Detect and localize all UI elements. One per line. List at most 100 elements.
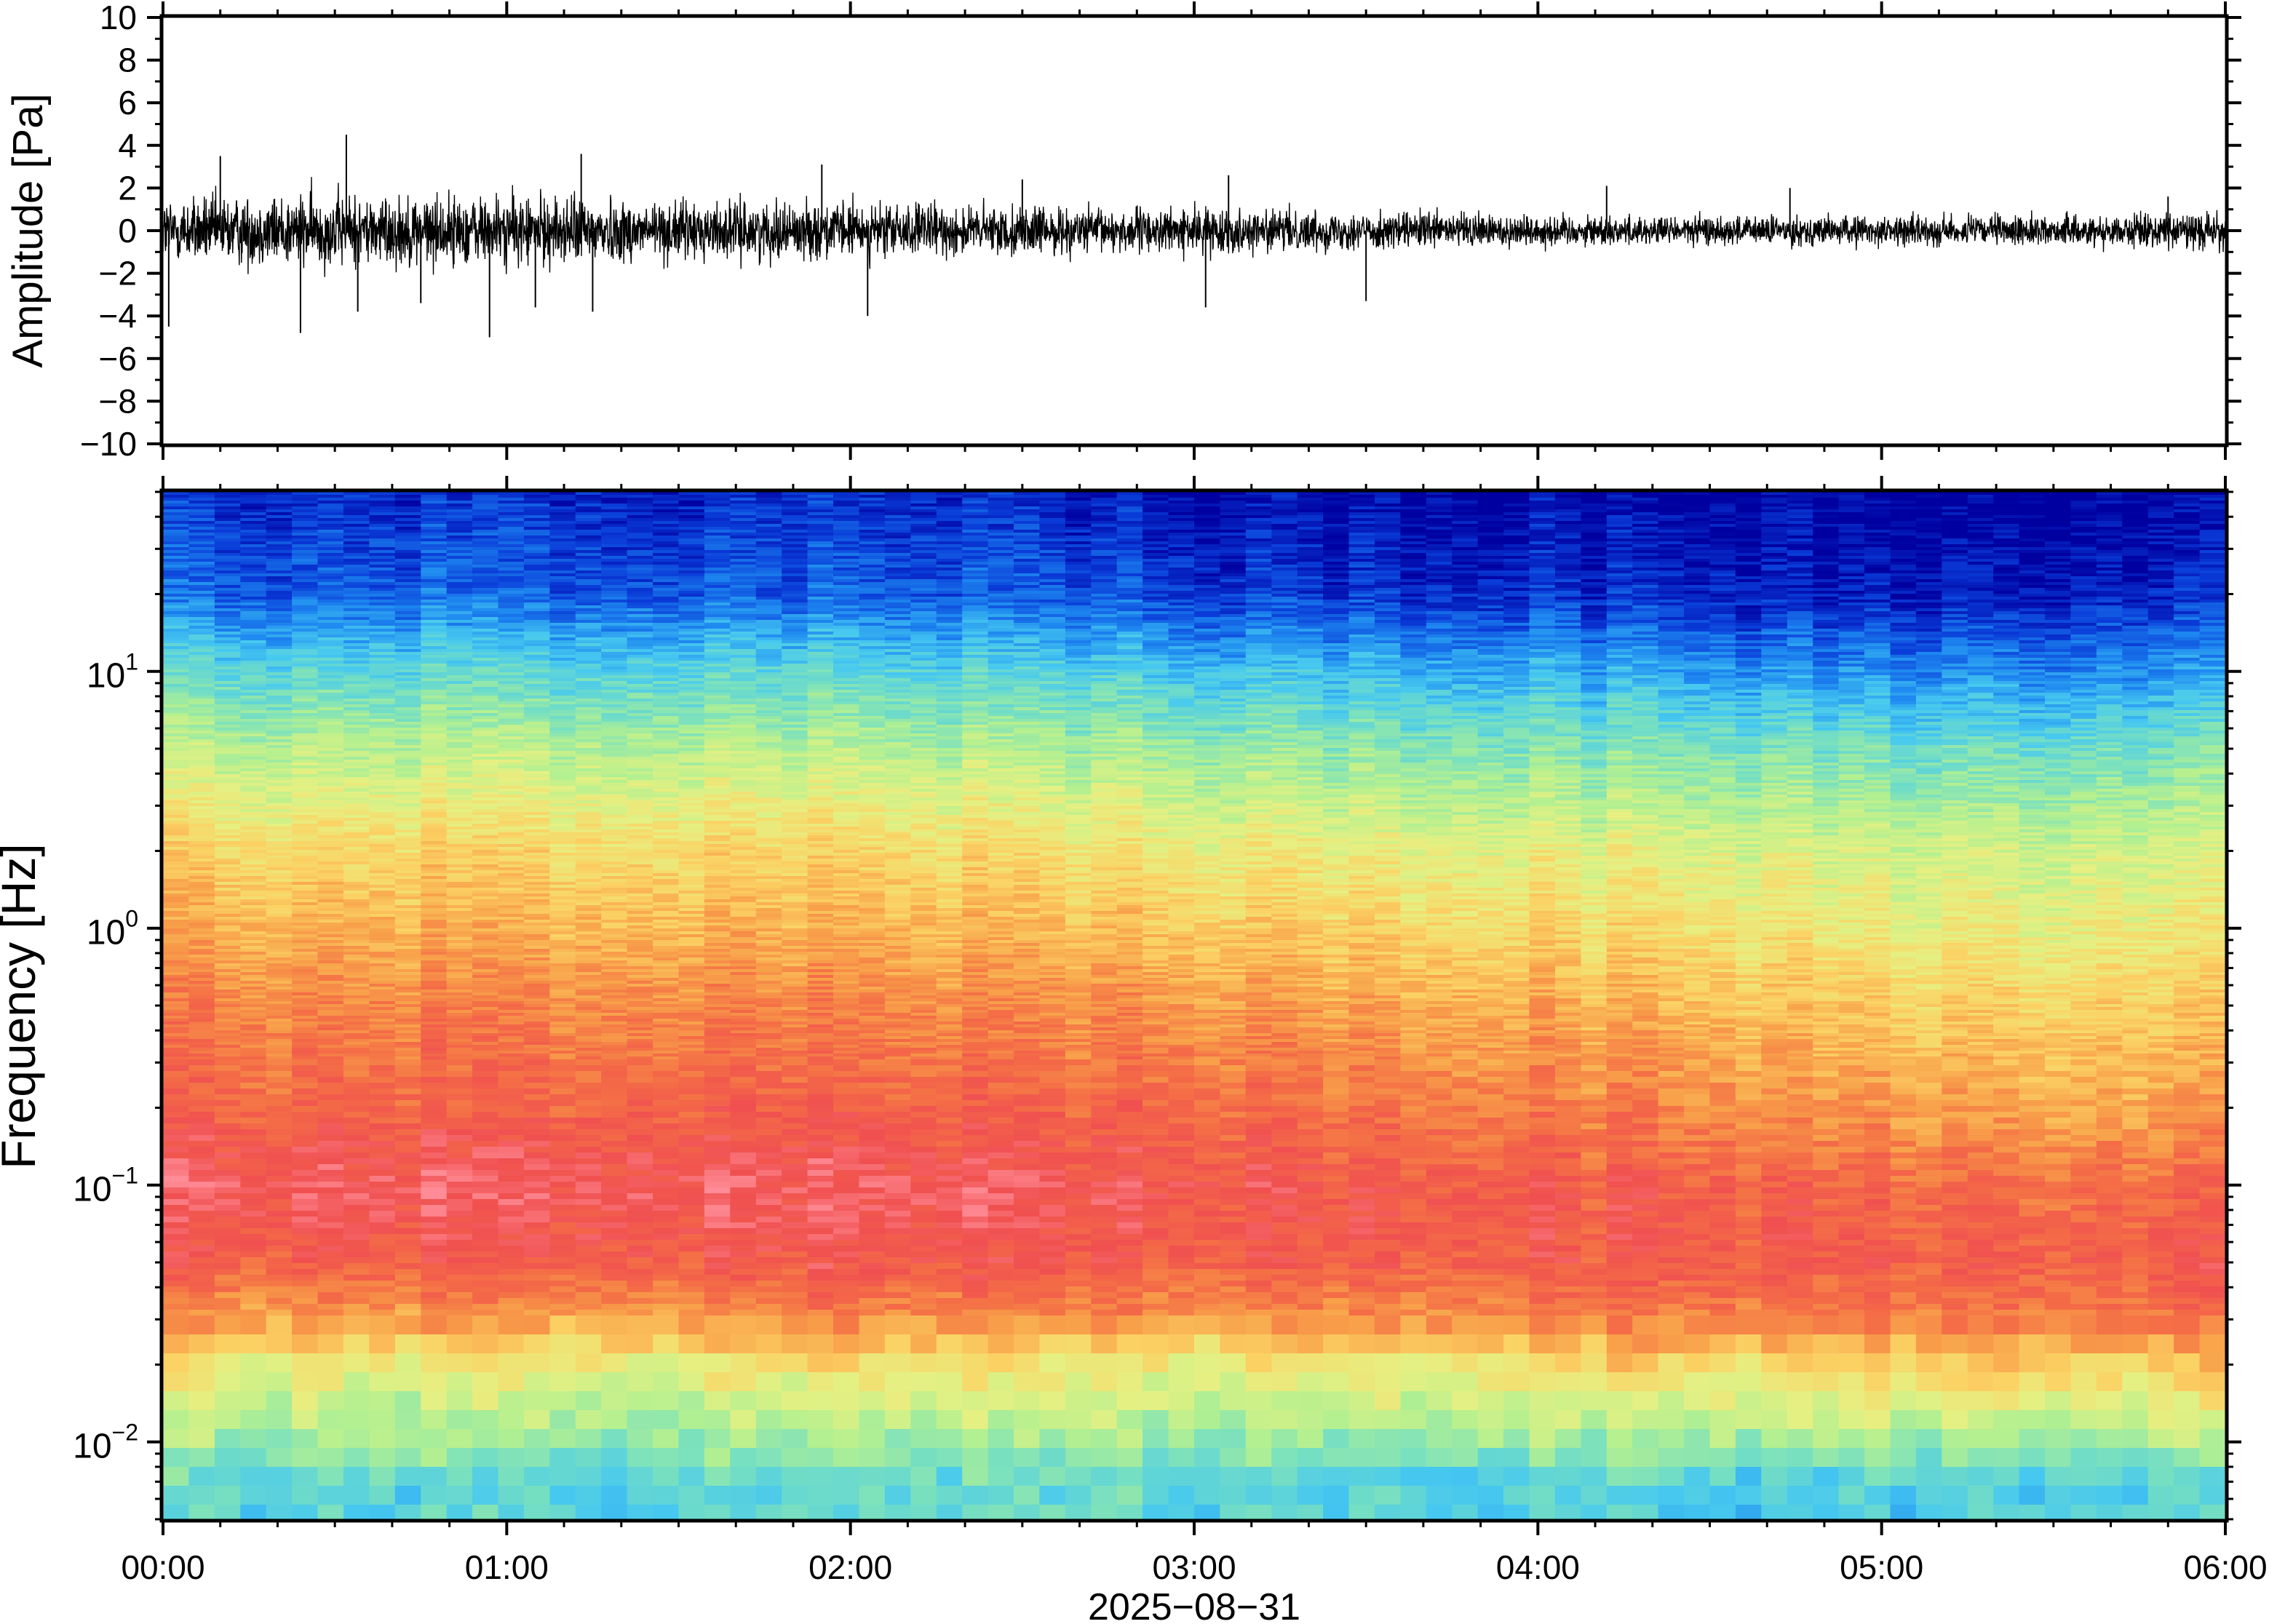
spectrogram-cell	[524, 937, 550, 941]
spectrogram-cell	[266, 815, 293, 819]
spectrogram-cell	[576, 611, 602, 615]
spectrogram-cell	[318, 888, 344, 891]
spectrogram-cell	[576, 707, 602, 711]
spectrogram-cell	[188, 856, 215, 859]
spectrogram-cell	[318, 501, 344, 504]
spectrogram-cell	[240, 1065, 266, 1072]
spectrogram-cell	[240, 1123, 266, 1130]
spectrogram-cell	[240, 565, 266, 568]
spectrogram-cell	[472, 1147, 498, 1153]
spectrogram-cell	[447, 1251, 473, 1258]
spectrogram-cell	[576, 556, 602, 560]
spectrogram-cell	[601, 812, 627, 816]
spectrogram-cell	[395, 1077, 421, 1083]
spectrogram-cell	[343, 1004, 370, 1008]
spectrogram-cell	[163, 1275, 189, 1281]
spectrogram-cell	[576, 669, 602, 673]
spectrogram-cell	[318, 498, 344, 501]
spectrogram-cell	[343, 899, 370, 903]
spectrogram-cell	[498, 783, 525, 787]
spectrogram-cell	[343, 891, 370, 894]
spectrogram-cell	[240, 978, 266, 982]
spectrogram-cell	[163, 1083, 189, 1089]
spectrogram-cell	[395, 515, 421, 519]
spectrogram-cell	[549, 1106, 576, 1112]
spectrogram-cell	[292, 585, 318, 589]
spectrogram-cell	[421, 710, 447, 714]
spectrogram-cell	[549, 501, 576, 504]
spectrogram-cell	[421, 783, 447, 787]
spectrogram-cell	[653, 562, 679, 565]
spectrogram-cell	[266, 585, 293, 589]
spectrogram-cell	[266, 850, 293, 853]
spectrogram-cell	[395, 1036, 421, 1040]
spectrogram-cell	[498, 1100, 525, 1107]
spectrogram-cell	[318, 940, 344, 944]
spectrogram-cell	[395, 914, 421, 918]
spectrogram-cell	[369, 582, 395, 586]
spectrogram-cell	[240, 1088, 266, 1095]
waveform-y-tick-label: 10	[100, 0, 137, 36]
spectrogram-cell	[215, 818, 241, 821]
spectrogram-cell	[472, 1170, 498, 1177]
spectrogram-cell	[163, 710, 189, 714]
spectrogram-cell	[524, 509, 550, 513]
spectrogram-cell	[292, 698, 318, 702]
spectrogram-cell	[601, 757, 627, 760]
spectrogram-cell	[447, 1429, 473, 1449]
spectrogram-cell	[240, 634, 266, 638]
spectrogram-cell	[318, 905, 344, 909]
spectrogram-cell	[421, 818, 447, 821]
spectrogram-cell	[524, 547, 550, 551]
spectrogram-cell	[472, 632, 498, 635]
spectrogram-cell	[369, 1187, 395, 1194]
spectrogram-cell	[421, 1153, 447, 1159]
spectrogram-cell	[653, 693, 679, 696]
spectrogram-cell	[369, 1228, 395, 1235]
spectrogram-cell	[266, 495, 293, 498]
spectrogram-cell	[601, 556, 627, 560]
spectrogram-cell	[601, 1486, 627, 1505]
spectrogram-cell	[395, 995, 421, 999]
spectrogram-cell	[318, 1106, 344, 1112]
spectrogram-cell	[369, 696, 395, 699]
spectrogram-cell	[524, 1246, 550, 1252]
spectrogram-cell	[343, 576, 370, 580]
spectrogram-cell	[653, 672, 679, 676]
spectrogram-cell	[266, 1042, 293, 1046]
spectrogram-cell	[395, 765, 421, 769]
spectrogram-cell	[188, 885, 215, 888]
spectrogram-cell	[421, 1228, 447, 1235]
spectrogram-cell	[215, 1211, 241, 1217]
spectrogram-cell	[576, 576, 602, 580]
spectrogram-cell	[472, 579, 498, 583]
spectrogram-cell	[240, 908, 266, 912]
spectrogram-cell	[188, 672, 215, 676]
spectrogram-cell	[498, 795, 525, 798]
spectrogram-cell	[343, 1170, 370, 1177]
spectrogram-cell	[266, 800, 293, 804]
spectrogram-cell	[240, 518, 266, 522]
spectrogram-cell	[524, 824, 550, 827]
spectrogram-cell	[601, 559, 627, 562]
spectrogram-cell	[292, 754, 318, 757]
spectrogram-cell	[472, 960, 498, 964]
spectrogram-cell	[266, 1372, 293, 1392]
spectrogram-cell	[266, 664, 293, 667]
spectrogram-cell	[447, 844, 473, 848]
spectrogram-cell	[188, 678, 215, 682]
spectrogram-cell	[576, 562, 602, 565]
spectrogram-cell	[627, 1486, 653, 1505]
spectrogram-cell	[627, 527, 653, 530]
spectrogram-cell	[447, 867, 473, 871]
spectrogram-cell	[524, 905, 550, 909]
spectrogram-cell	[601, 1217, 627, 1223]
spectrogram-cell	[240, 821, 266, 824]
spectrogram-cell	[318, 975, 344, 979]
spectrogram-cell	[576, 981, 602, 984]
spectrogram-cell	[627, 509, 653, 513]
spectrogram-cell	[369, 1193, 395, 1200]
spectrogram-cell	[369, 1275, 395, 1281]
spectrogram-cell	[240, 780, 266, 784]
spectrogram-cell	[524, 853, 550, 856]
